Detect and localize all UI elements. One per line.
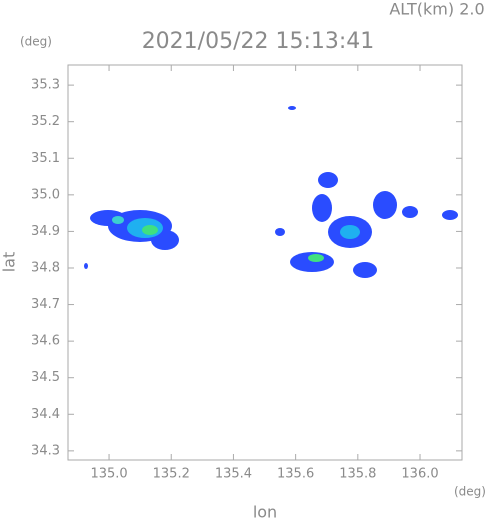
- echo: [340, 225, 360, 239]
- y-tick-label: 34.8: [31, 260, 60, 275]
- echo: [442, 210, 458, 220]
- x-label: lon: [253, 503, 277, 521]
- x-tick-label: 135.4: [215, 467, 252, 482]
- echo: [308, 254, 324, 262]
- y-tick-label: 35.0: [31, 187, 60, 202]
- x-tick-label: 135.6: [277, 467, 314, 482]
- echo: [142, 225, 158, 235]
- plot-frame: [67, 64, 463, 461]
- y-tick-label: 34.4: [31, 407, 60, 422]
- echo: [275, 228, 285, 236]
- y-tick-label: 35.2: [31, 114, 60, 129]
- x-tick-label: 135.2: [153, 467, 190, 482]
- altitude-label: ALT(km) 2.0: [389, 0, 484, 19]
- x-tick-label: 135.8: [339, 467, 376, 482]
- x-tick-label: 136.0: [401, 467, 438, 482]
- y-unit: (deg): [20, 35, 52, 49]
- y-tick-label: 34.5: [31, 370, 60, 385]
- radar-echoes: [84, 106, 458, 278]
- y-tick-label: 35.1: [31, 151, 60, 166]
- echo: [373, 191, 397, 219]
- y-tick-label: 35.3: [31, 78, 60, 93]
- echo: [288, 106, 296, 110]
- echo: [318, 172, 338, 188]
- y-label: lat: [0, 252, 19, 273]
- echo: [353, 262, 377, 278]
- echo: [402, 206, 418, 218]
- y-tick-label: 34.6: [31, 334, 60, 349]
- echo: [151, 230, 179, 250]
- y-tick-label: 34.7: [31, 297, 60, 312]
- echo: [84, 263, 88, 269]
- chart-title: 2021/05/22 15:13:41: [142, 29, 375, 54]
- x-unit: (deg): [454, 485, 486, 499]
- y-tick-label: 34.3: [31, 443, 60, 458]
- echo: [312, 194, 332, 222]
- y-tick-label: 34.9: [31, 224, 60, 239]
- x-tick-label: 135.0: [90, 467, 127, 482]
- echo: [112, 216, 124, 224]
